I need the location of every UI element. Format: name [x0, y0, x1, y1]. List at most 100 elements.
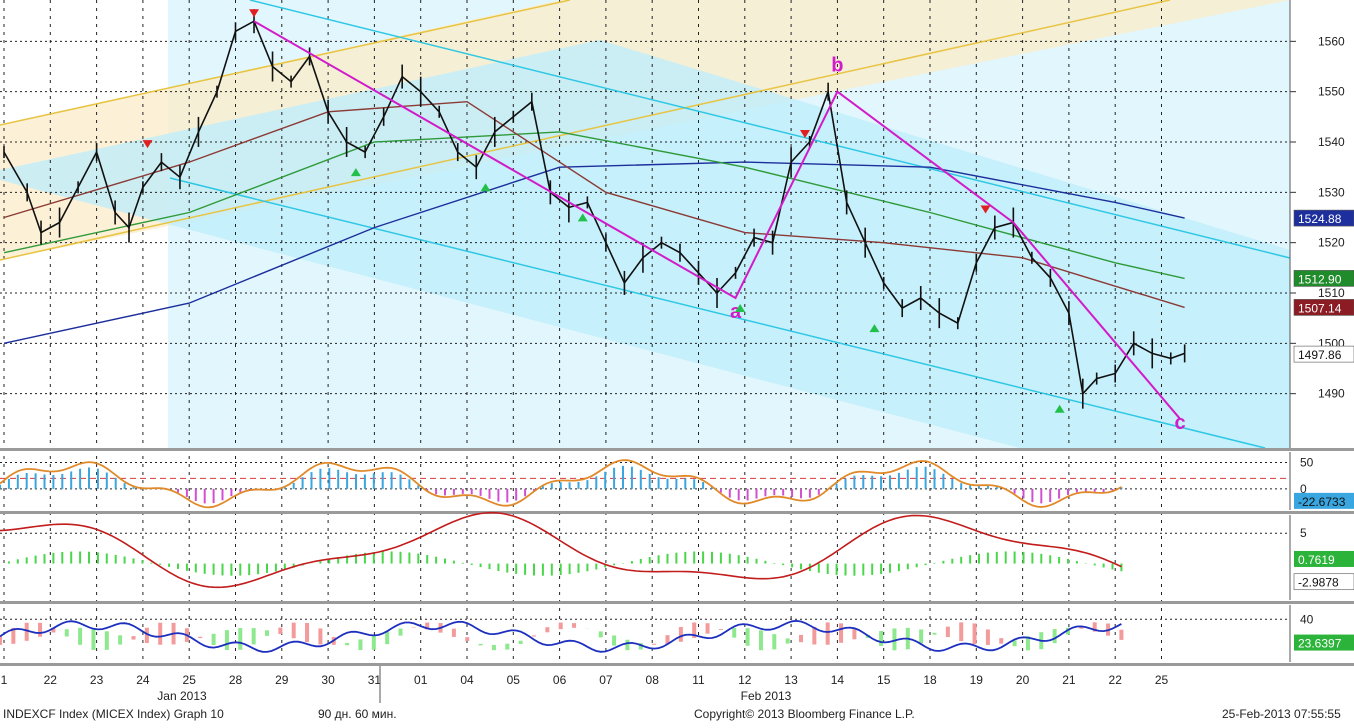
- x-tick-label: 1: [1, 673, 8, 687]
- sub-tick-label: 0: [1300, 482, 1307, 496]
- price-tick-label: 1520: [1318, 236, 1345, 250]
- ind1-oscillator-line: [0, 459, 1122, 509]
- ind3-value-box: [1294, 634, 1354, 651]
- x-tick-label: 25: [1155, 673, 1169, 687]
- price-label-text: 1507.14: [1298, 301, 1342, 315]
- price-tick-label: 1490: [1318, 387, 1345, 401]
- separator-3: [0, 601, 1354, 604]
- sell-marker: [142, 140, 153, 149]
- x-tick-label: 24: [136, 673, 150, 687]
- price-labels: 1524.88 1512.90 1507.14 1497.86: [1293, 209, 1354, 363]
- x-tick-label: 08: [646, 673, 660, 687]
- sell-marker: [980, 205, 991, 214]
- x-tick-label: 31: [368, 673, 382, 687]
- x-tick-label: 21: [1062, 673, 1076, 687]
- x-tick-label: 25: [183, 673, 197, 687]
- x-tick-label: 18: [923, 673, 937, 687]
- period-label: 90 дн. 60 мин.: [318, 707, 397, 721]
- yellow-channel-top-line: [0, 0, 571, 126]
- ind3-line: [0, 619, 1122, 653]
- separator-1: [0, 448, 1354, 451]
- moving-average-line: [3, 100, 1185, 309]
- sub-tick-label: 50: [1300, 456, 1314, 470]
- buy-marker: [1054, 404, 1065, 413]
- ind2-value-text-1: 0.7619: [1298, 553, 1335, 567]
- price-tick-label: 1510: [1318, 286, 1345, 300]
- buy-marker: [735, 304, 746, 313]
- month-label: Feb 2013: [741, 689, 792, 703]
- yellow-channel-bottom-line: [0, 0, 1171, 261]
- sell-marker: [799, 130, 810, 138]
- buy-marker: [869, 324, 880, 333]
- price-label-box: [1293, 299, 1354, 316]
- indicator-3-panel: 40 23.6397: [0, 605, 1354, 662]
- blue-channel-top-line: [249, 0, 1291, 259]
- buy-marker: [577, 213, 588, 222]
- sub-tick-label: 5: [1300, 526, 1307, 540]
- x-tick-label: 01: [414, 673, 428, 687]
- wave-label-b: b: [831, 55, 843, 77]
- price-tick-label: 1550: [1318, 85, 1345, 99]
- price-tick-label: 1540: [1318, 135, 1345, 149]
- ind2-value-text-2: -2.9878: [1298, 576, 1339, 590]
- x-tick-label: 15: [877, 673, 891, 687]
- price-series: [3, 9, 1186, 409]
- buy-marker: [480, 183, 491, 192]
- x-tick-label: 07: [599, 673, 613, 687]
- blue-channel: [0, 40, 1290, 448]
- ind1-value-text: -22.6733: [1298, 495, 1346, 509]
- x-tick-label: 22: [1109, 673, 1123, 687]
- price-panel: [0, 0, 1290, 448]
- price-label-text: 1512.90: [1298, 272, 1342, 286]
- x-tick-label: 14: [831, 673, 845, 687]
- ind2-line: [0, 511, 1122, 589]
- month-label: Jan 2013: [157, 689, 207, 703]
- price-tick-label: 1560: [1318, 34, 1345, 48]
- x-tick-label: 04: [460, 673, 474, 687]
- x-tick-label: 22: [44, 673, 58, 687]
- indicator-2-panel: 5 0.7619 -2.9878: [0, 511, 1354, 600]
- x-tick-label: 19: [970, 673, 984, 687]
- separator-4: [0, 663, 1354, 666]
- timestamp-label: 25-Feb-2013 07:55:55: [1222, 707, 1341, 721]
- signal-markers: [142, 9, 1065, 413]
- sell-marker: [249, 9, 260, 18]
- price-label-box: [1293, 270, 1354, 287]
- ind2-value-box-1: [1294, 550, 1354, 567]
- x-axis: 1 22 23 24 25 28 29 30 31 01 04 05 06 07 08 11 12 13 14 15 1…: [1, 666, 1169, 703]
- wave-line: [253, 20, 1181, 420]
- sub-tick-label: 40: [1300, 612, 1314, 626]
- x-tick-label: 06: [553, 673, 567, 687]
- wave-lines: abc: [253, 20, 1186, 434]
- ind1-value-box: [1294, 492, 1354, 509]
- moving-averages: [3, 100, 1185, 344]
- price-label-box: [1293, 209, 1354, 227]
- indicator-1-panel: 0 50 -22.6733: [0, 452, 1354, 510]
- price-tick-label: 1530: [1318, 185, 1345, 199]
- separator-2: [0, 511, 1354, 514]
- x-tick-label: 23: [90, 673, 104, 687]
- x-tick-label: 28: [229, 673, 243, 687]
- x-tick-label: 30: [321, 673, 335, 687]
- ind3-value-text: 23.6397: [1298, 637, 1342, 651]
- price-line: [3, 20, 1185, 396]
- copyright-label: Copyright© 2013 Bloomberg Finance L.P.: [694, 707, 915, 721]
- x-tick-label: 29: [275, 673, 289, 687]
- price-label-box: [1293, 345, 1354, 363]
- buy-marker: [350, 168, 361, 177]
- ind2-value-box-2: [1293, 573, 1354, 591]
- x-tick-label: 11: [692, 673, 705, 687]
- moving-average-line: [3, 131, 1185, 280]
- instrument-label: INDEXCF Index (MICEX Index) Graph 10: [3, 707, 224, 721]
- wave-label-c: c: [1174, 412, 1185, 434]
- x-tick-label: 05: [507, 673, 521, 687]
- moving-average-line: [3, 161, 1185, 344]
- x-tick-label: 12: [738, 673, 752, 687]
- grid: [0, 0, 1290, 666]
- price-label-text: 1524.88: [1298, 212, 1342, 226]
- price-label-text: 1497.86: [1298, 348, 1342, 362]
- x-tick-label: 20: [1016, 673, 1030, 687]
